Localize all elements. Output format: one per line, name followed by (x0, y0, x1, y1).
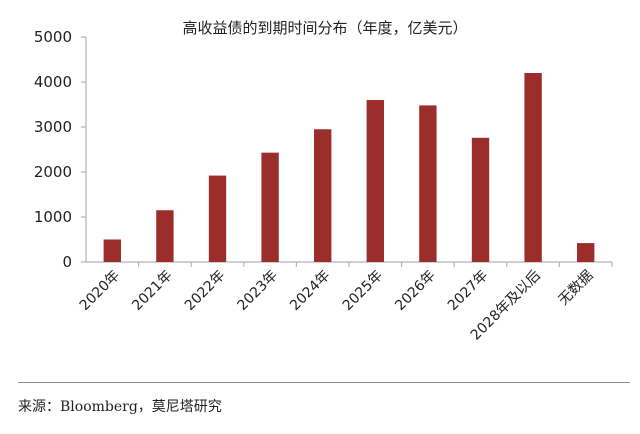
source-note: 来源：Bloomberg，莫尼塔研究 (18, 399, 222, 415)
bars (103, 73, 595, 263)
bar (103, 239, 121, 262)
y-tick-label: 0 (62, 253, 72, 271)
y-tick-label: 1000 (34, 208, 72, 226)
bar (366, 100, 384, 262)
bar (419, 105, 437, 263)
x-axis (86, 261, 613, 267)
bar (156, 210, 174, 262)
footer-divider (18, 382, 630, 383)
bar (577, 243, 595, 262)
x-tick-label: 2026年 (392, 268, 438, 314)
y-axis: 0 1000 2000 3000 4000 5000 (34, 28, 87, 271)
x-tick-label: 2025年 (340, 268, 386, 314)
x-tick-label: 无数据 (556, 268, 597, 309)
x-tick-label: 2022年 (182, 268, 228, 314)
y-tick-label: 3000 (34, 118, 72, 136)
x-tick-label: 2024年 (287, 268, 333, 314)
bar (524, 73, 542, 262)
y-tick-label: 5000 (34, 28, 72, 46)
bar (208, 175, 227, 262)
bar (314, 129, 332, 262)
x-tick-labels: 2020年 2021年 2022年 2023年 2024年 2025年 2026年 2027年… (77, 268, 597, 344)
x-tick-label: 2023年 (235, 268, 281, 314)
y-tick-label: 2000 (34, 163, 72, 181)
bar (261, 152, 279, 262)
x-tick-label: 2021年 (129, 268, 175, 314)
x-tick-label: 2027年 (445, 268, 491, 314)
chart-area: 高收益债的到期时间分布（年度，亿美元） 0 1000 2000 3000 4000 500… (34, 19, 613, 344)
y-tick-label: 4000 (34, 73, 72, 91)
bar (471, 137, 490, 262)
x-tick-label: 2020年 (77, 268, 123, 314)
chart-title: 高收益债的到期时间分布（年度，亿美元） (182, 19, 467, 37)
bar-chart: 高收益债的到期时间分布（年度，亿美元） 0 1000 2000 3000 4000 500… (34, 19, 613, 344)
